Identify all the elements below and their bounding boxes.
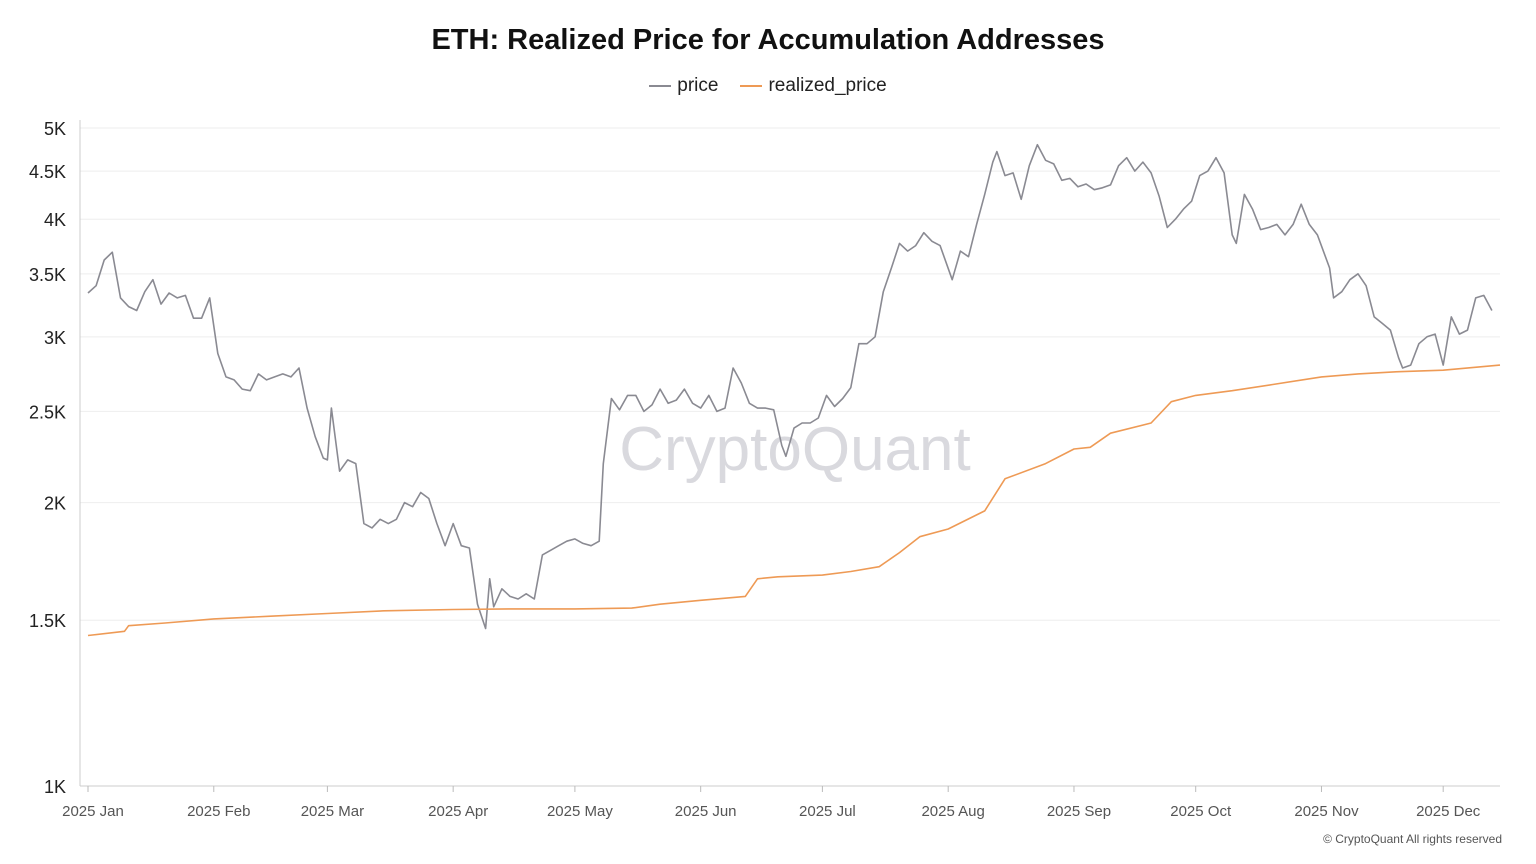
y-tick-label: 3K [44, 328, 66, 348]
x-tick-label: 2025 May [547, 803, 613, 820]
series-line-price[interactable] [87, 143, 1493, 630]
chart-title: ETH: Realized Price for Accumulation Add… [431, 24, 1105, 56]
legend-swatch-price [649, 85, 672, 87]
copyright-notice: © CryptoQuant All rights reserved [1323, 832, 1502, 846]
y-tick-label: 2.5K [29, 402, 66, 422]
axes: 1K 1.5K 2K 2.5K 3K 3.5K 4K 4.5K 5K 2025 Jan 2025 F… [29, 119, 1500, 820]
legend: price realized_price [0, 75, 1536, 97]
series-layer [87, 143, 1501, 637]
legend-label-price: price [677, 75, 719, 96]
legend-label-realized-price: realized_price [768, 75, 887, 96]
x-tick-label: 2025 Aug [921, 803, 984, 820]
x-tick-label: 2025 Feb [187, 803, 250, 820]
y-tick-label: 5K [44, 119, 66, 139]
legend-item-realized-price[interactable]: realized_price [740, 75, 887, 97]
y-tick-label: 3.5K [29, 265, 66, 285]
series-line-realized-price[interactable] [87, 364, 1501, 637]
x-tick-label: 2025 Jan [62, 803, 124, 820]
x-tick-label: 2025 Jul [799, 803, 856, 820]
x-tick-label: 2025 Mar [301, 803, 364, 820]
watermark: CryptoQuant [619, 415, 971, 484]
x-tick-label: 2025 Dec [1416, 803, 1481, 820]
x-tick-label: 2025 Sep [1047, 803, 1111, 820]
y-tick-label: 1K [44, 777, 66, 797]
y-tick-label: 1.5K [29, 611, 66, 631]
x-tick-label: 2025 Apr [428, 803, 488, 820]
y-tick-label: 2K [44, 494, 66, 514]
y-tick-label: 4K [44, 210, 66, 230]
x-tick-label: 2025 Jun [675, 803, 737, 820]
legend-swatch-realized-price [740, 85, 763, 87]
y-tick-label: 4.5K [29, 162, 66, 182]
x-tick-label: 2025 Oct [1170, 803, 1232, 820]
grid-lines [80, 127, 1500, 787]
legend-item-price[interactable]: price [649, 75, 718, 97]
x-tick-label: 2025 Nov [1294, 803, 1359, 820]
